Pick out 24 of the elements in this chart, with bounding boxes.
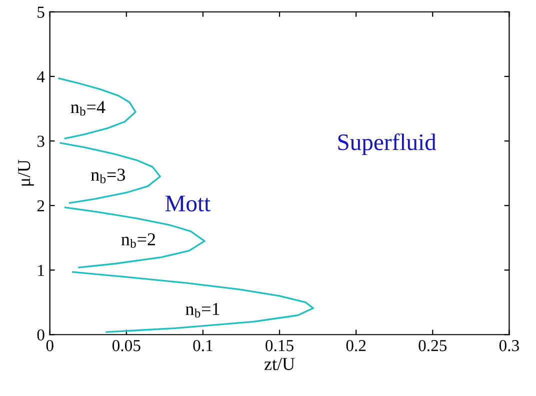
annotation: n$_{b}$=4 [70,101,106,116]
y-tick-label: 4 [36,71,45,82]
x-tick-label: 0.05 [112,340,140,352]
annotation: Mott [165,196,210,212]
annotation: n$_{b}$=1 [186,302,220,318]
line-series [58,78,136,140]
x-tick-label: 0.15 [266,340,294,352]
y-tick-label: 5 [38,6,44,18]
annotation: Superfluid [338,133,436,156]
x-tick-label: 0 [46,340,54,352]
x-axis-title: zt/U [264,358,295,370]
line-series [72,271,314,333]
y-tick-label: 1 [38,264,44,276]
y-axis-title: μ/U [18,160,34,186]
x-tick-label: 0.2 [346,340,366,352]
annotation: n$_{b}$=2 [121,233,156,248]
annotation: n$_{b}$=3 [90,168,125,184]
x-tick-label: 0.25 [418,340,447,352]
line-series [60,142,161,204]
x-tick-label: 0.1 [193,340,212,352]
y-tick-label: 2 [37,200,44,212]
x-tick-label: 0.3 [499,340,519,352]
y-tick-label: 3 [37,136,44,147]
y-tick-label: 0 [37,329,44,341]
